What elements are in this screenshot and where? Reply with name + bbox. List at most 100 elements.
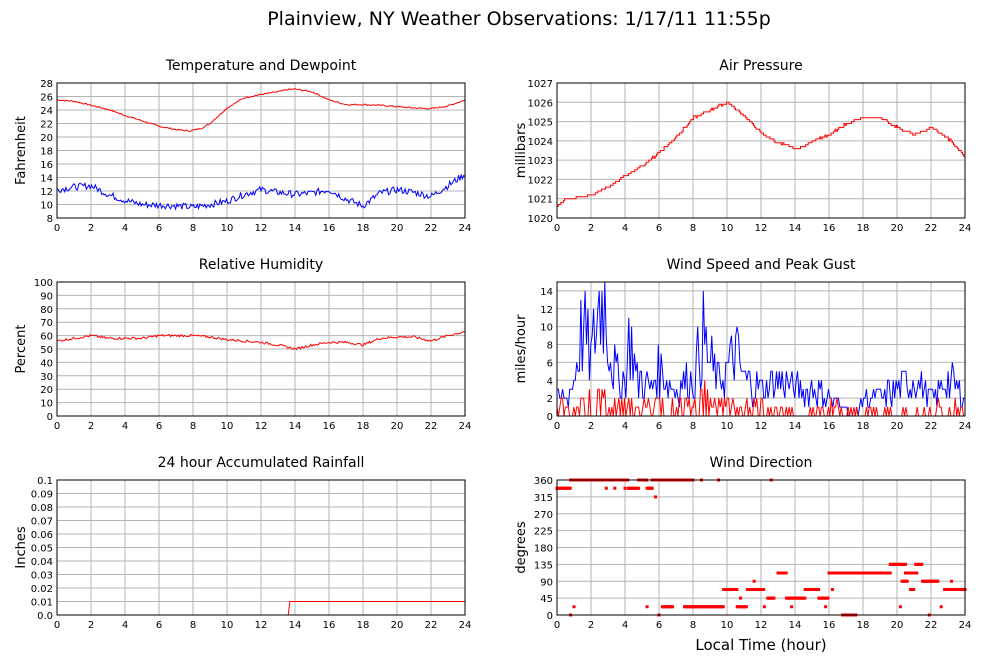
chart-title-humidity: Relative Humidity xyxy=(199,257,323,273)
y-tick-label: 0.05 xyxy=(31,544,53,555)
y-tick-label: 0.06 xyxy=(31,530,53,541)
y-axis-label-humidity: Percent xyxy=(14,325,29,374)
direction-point xyxy=(826,596,830,600)
direction-point xyxy=(752,579,756,583)
x-tick-label: 14 xyxy=(789,620,802,631)
x-tick-label: 12 xyxy=(255,421,268,432)
x-tick-label: 0 xyxy=(554,620,560,631)
x-tick-label: 12 xyxy=(755,421,768,432)
x-tick-label: 10 xyxy=(221,223,234,234)
direction-point xyxy=(637,486,641,490)
y-tick-label: 0.02 xyxy=(31,584,53,595)
x-tick-label: 22 xyxy=(425,421,438,432)
x-axis-label: Local Time (hour) xyxy=(695,636,826,654)
x-tick-label: 14 xyxy=(289,223,302,234)
series-line-pressure-0 xyxy=(557,101,965,207)
y-tick-label: 135 xyxy=(534,560,553,571)
x-tick-label: 20 xyxy=(391,223,404,234)
y-tick-label: 14 xyxy=(40,174,53,185)
x-tick-label: 12 xyxy=(255,620,268,631)
x-tick-label: 20 xyxy=(391,620,404,631)
y-axis-label-rain: Inches xyxy=(14,526,29,568)
y-tick-label: 0 xyxy=(47,412,53,423)
x-tick-label: 14 xyxy=(289,620,302,631)
y-axis-label-wind: miles/hour xyxy=(514,314,529,383)
x-tick-label: 10 xyxy=(721,620,734,631)
direction-point xyxy=(920,562,924,566)
x-tick-label: 16 xyxy=(323,620,336,631)
y-axis-label-direction: degrees xyxy=(514,521,529,574)
y-tick-label: 0.1 xyxy=(37,476,53,487)
plot-frame xyxy=(56,281,466,417)
direction-point xyxy=(650,486,654,490)
direction-point xyxy=(888,571,892,575)
x-tick-label: 6 xyxy=(156,421,162,432)
x-tick-label: 6 xyxy=(156,620,162,631)
x-tick-label: 12 xyxy=(755,620,768,631)
y-tick-label: 225 xyxy=(534,527,553,538)
x-tick-label: 22 xyxy=(925,223,938,234)
y-tick-label: 0.09 xyxy=(31,490,53,501)
direction-point xyxy=(654,495,658,499)
x-tick-label: 6 xyxy=(656,620,662,631)
y-tick-label: 10 xyxy=(40,201,53,212)
x-tick-label: 18 xyxy=(357,421,370,432)
x-tick-label: 8 xyxy=(690,620,696,631)
direction-point xyxy=(645,605,649,609)
plot-frame xyxy=(556,281,966,417)
y-tick-label: 0.0 xyxy=(37,611,53,622)
direction-point xyxy=(671,605,675,609)
y-tick-label: 1020 xyxy=(528,214,553,225)
direction-point xyxy=(762,588,766,591)
y-tick-label: 0.03 xyxy=(31,571,53,582)
y-tick-label: 30 xyxy=(40,372,53,383)
y-tick-label: 14 xyxy=(540,287,553,298)
y-tick-label: 0 xyxy=(547,611,553,622)
x-tick-label: 8 xyxy=(190,620,196,631)
x-tick-label: 16 xyxy=(823,223,836,234)
direction-point xyxy=(949,579,953,583)
x-tick-label: 22 xyxy=(925,620,938,631)
y-tick-label: 22 xyxy=(40,120,53,131)
y-tick-label: 2 xyxy=(547,394,553,405)
plot-frame xyxy=(56,479,466,616)
x-tick-label: 12 xyxy=(755,223,768,234)
y-tick-label: 0.07 xyxy=(31,517,53,528)
y-axis-label-pressure: millibars xyxy=(514,123,529,179)
y-tick-label: 1024 xyxy=(528,137,553,148)
y-tick-label: 4 xyxy=(547,376,553,387)
y-tick-label: 360 xyxy=(534,476,553,487)
y-tick-label: 1027 xyxy=(528,79,553,90)
x-tick-label: 14 xyxy=(789,223,802,234)
y-tick-label: 6 xyxy=(547,358,553,369)
chart-title-pressure: Air Pressure xyxy=(719,58,802,74)
series-line-humidity-0 xyxy=(56,331,466,351)
x-tick-label: 16 xyxy=(823,620,836,631)
y-tick-label: 100 xyxy=(34,278,53,289)
x-tick-label: 6 xyxy=(156,223,162,234)
y-axis-label-temp: Fahrenheit xyxy=(14,116,29,185)
x-tick-label: 2 xyxy=(88,620,94,631)
y-tick-label: 0.08 xyxy=(31,503,53,514)
y-tick-label: 0.04 xyxy=(31,557,53,568)
x-tick-label: 24 xyxy=(459,421,472,432)
y-tick-label: 1023 xyxy=(528,156,553,167)
x-tick-label: 14 xyxy=(289,421,302,432)
y-tick-label: 8 xyxy=(47,214,53,225)
y-tick-label: 20 xyxy=(40,133,53,144)
x-tick-label: 16 xyxy=(323,421,336,432)
direction-point xyxy=(824,605,828,609)
x-tick-label: 6 xyxy=(656,223,662,234)
x-tick-label: 2 xyxy=(588,620,594,631)
y-tick-label: 24 xyxy=(40,106,53,117)
x-tick-label: 24 xyxy=(459,620,472,631)
chart-title-temp: Temperature and Dewpoint xyxy=(165,58,357,74)
direction-point xyxy=(744,605,748,609)
x-tick-label: 8 xyxy=(690,421,696,432)
direction-point xyxy=(739,596,743,600)
y-tick-label: 80 xyxy=(40,305,53,316)
